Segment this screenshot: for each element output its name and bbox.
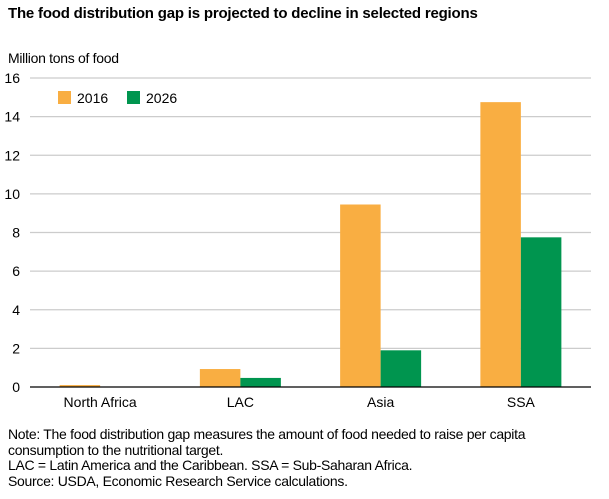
bar-2026-asia — [380, 350, 422, 387]
y-axis-label: Million tons of food — [8, 50, 119, 66]
y-tick-label: 16 — [4, 70, 20, 86]
note-line-1: Note: The food distribution gap measures… — [8, 426, 526, 442]
x-category-label: Asia — [367, 394, 394, 410]
x-category-label: North Africa — [64, 394, 137, 410]
legend-item-2026: 2026 — [127, 90, 177, 106]
legend-swatch — [58, 91, 71, 104]
legend-label: 2016 — [77, 90, 108, 106]
bar-2016-ssa — [480, 102, 521, 387]
bar-2016-asia — [340, 204, 381, 387]
chart-title: The food distribution gap is projected t… — [8, 5, 478, 22]
legend-label: 2026 — [146, 90, 177, 106]
x-category-label: SSA — [507, 394, 536, 410]
y-tick-label: 2 — [12, 340, 20, 356]
abbreviations-note: LAC = Latin America and the Caribbean. S… — [8, 457, 413, 473]
y-axis-ticks: 0 2 4 6 8 10 12 14 16 — [4, 70, 20, 395]
legend: 2016 2026 — [58, 90, 177, 106]
legend-item-2016: 2016 — [58, 90, 108, 106]
y-tick-label: 8 — [12, 225, 20, 241]
legend-swatch — [127, 91, 140, 104]
x-category-label: LAC — [227, 394, 254, 410]
bar-2026-lac — [240, 377, 281, 387]
bars — [59, 102, 562, 387]
y-tick-label: 12 — [4, 147, 20, 163]
y-tick-label: 0 — [12, 379, 20, 395]
y-tick-label: 4 — [12, 302, 20, 318]
y-tick-label: 10 — [4, 186, 20, 202]
footnotes: Note: The food distribution gap measures… — [8, 426, 608, 489]
source-note: Source: USDA, Economic Research Service … — [8, 472, 348, 489]
bar-2016-north-africa — [59, 385, 101, 387]
bar-2016-lac — [199, 369, 241, 387]
y-tick-label: 6 — [12, 263, 20, 279]
x-axis-categories: North Africa LAC Asia SSA — [64, 394, 536, 410]
bar-2026-ssa — [520, 237, 562, 387]
y-tick-label: 14 — [4, 109, 20, 125]
note-line-2: consumption to the nutritional target. — [8, 441, 224, 458]
